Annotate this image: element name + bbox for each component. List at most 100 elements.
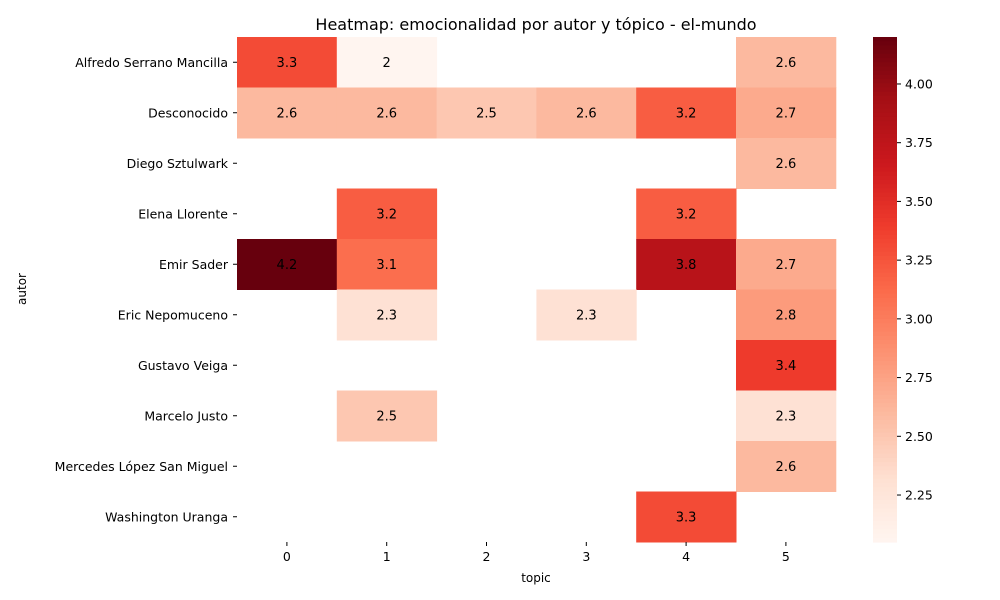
colorbar-segment (873, 260, 897, 265)
heatmap-cell (636, 239, 737, 290)
colorbar-segment (873, 297, 897, 303)
colorbar-segment (873, 255, 897, 261)
cell-value-label: 2.7 (776, 258, 797, 273)
heatmap-cell (536, 87, 637, 139)
cell-value-label: 2.6 (576, 106, 597, 121)
colorbar-segment (873, 222, 897, 227)
x-tick-label: 0 (283, 549, 291, 564)
heatmap-cell (237, 37, 338, 88)
heatmap-cell (436, 87, 537, 139)
colorbar-segment (873, 239, 897, 244)
colorbar-segment (873, 491, 897, 497)
colorbar-segment (873, 365, 897, 371)
colorbar-segment (873, 335, 897, 341)
cell-value-label: 2.6 (376, 106, 397, 121)
colorbar-segment (873, 356, 897, 362)
colorbar-segment (873, 121, 897, 126)
y-tick-label: Emir Sader (159, 257, 229, 272)
y-tick-label: Gustavo Veiga (138, 358, 228, 373)
x-tick-label: 4 (682, 549, 690, 564)
y-axis-label: autor (15, 273, 29, 305)
colorbar-tick-label: 3.50 (905, 194, 933, 209)
cell-value-label: 2.6 (776, 56, 797, 71)
colorbar-segment (873, 188, 897, 194)
colorbar-segment (873, 45, 897, 51)
colorbar-segment (873, 230, 897, 236)
colorbar-segment (873, 361, 897, 366)
colorbar-segment (873, 293, 897, 299)
colorbar-segment (873, 209, 897, 215)
colorbar-segment (873, 441, 897, 446)
colorbar-segment (873, 251, 897, 257)
heatmap-cell (237, 87, 338, 139)
heatmap-cell (336, 37, 438, 88)
cell-value-label: 4.2 (277, 258, 298, 273)
colorbar-segment (873, 470, 897, 476)
colorbar-segment (873, 474, 897, 480)
colorbar-tick-label: 2.25 (905, 488, 933, 503)
x-tick-label: 2 (483, 549, 491, 564)
x-tick-labels: 0 1 2 3 4 5 (283, 542, 790, 564)
colorbar-segment (873, 87, 897, 93)
colorbar-segment (873, 499, 897, 505)
colorbar-segment (873, 285, 897, 291)
colorbar-segment (873, 289, 897, 295)
y-tick-labels: Alfredo Serrano Mancilla Desconocido Diego… (55, 55, 237, 524)
colorbar-segment (873, 116, 897, 122)
heatmap-cell (736, 390, 837, 442)
colorbar-segment (873, 62, 897, 68)
colorbar-segment (873, 196, 897, 202)
colorbar-segment (873, 234, 897, 240)
y-tick-label: Alfredo Serrano Mancilla (75, 55, 228, 70)
heatmap-cell (336, 188, 438, 240)
colorbar-tick-label: 2.50 (905, 429, 933, 444)
heatmap-cell (736, 441, 837, 492)
colorbar-segment (873, 327, 897, 333)
colorbar-segment (873, 95, 897, 101)
colorbar-segment (873, 306, 897, 312)
x-tick-label: 5 (782, 549, 790, 564)
y-tick-label: Washington Uranga (105, 509, 228, 524)
colorbar-segment (873, 508, 897, 514)
heatmap-cell (736, 239, 837, 290)
x-axis-label: topic (521, 571, 551, 585)
colorbar-segment (873, 146, 897, 152)
colorbar-segment (873, 382, 897, 387)
colorbar-segment (873, 512, 897, 518)
chart-title: Heatmap: emocionalidad por autor y tópic… (315, 15, 756, 34)
heatmap-cell (736, 87, 837, 139)
colorbar-segment (873, 445, 897, 451)
colorbar-segment (873, 495, 897, 501)
colorbar-segment (873, 142, 897, 148)
colorbar-segment (873, 268, 897, 274)
colorbar-segment (873, 398, 897, 404)
heatmap-cell (736, 340, 837, 391)
colorbar-segment (873, 504, 897, 509)
cell-value-label: 2.8 (776, 308, 797, 323)
heatmap-cell (336, 390, 438, 442)
cell-value-label: 2.5 (476, 106, 497, 121)
colorbar-segment (873, 478, 897, 484)
colorbar-tick-label: 2.75 (905, 370, 933, 385)
colorbar-segment (873, 41, 897, 47)
colorbar-segment (873, 457, 897, 463)
colorbar-segment (873, 133, 897, 139)
cell-value-label: 2.3 (776, 409, 797, 424)
cell-value-label: 3.3 (277, 56, 298, 71)
colorbar-segment (873, 100, 897, 105)
colorbar-segment (873, 403, 897, 408)
colorbar-segment (873, 520, 897, 526)
colorbar-segment (873, 377, 897, 383)
heatmap-cell (336, 289, 438, 341)
colorbar-segment (873, 217, 897, 223)
colorbar-segment (873, 348, 897, 354)
colorbar-segment (873, 386, 897, 392)
colorbar-tick-label: 3.25 (905, 253, 933, 268)
colorbar-segment (873, 281, 897, 286)
colorbar-segment (873, 369, 897, 375)
colorbar-segment (873, 213, 897, 219)
colorbar-segment (873, 314, 897, 320)
cell-value-label: 2.7 (776, 106, 797, 121)
colorbar-segment (873, 331, 897, 337)
colorbar-segment (873, 533, 897, 539)
